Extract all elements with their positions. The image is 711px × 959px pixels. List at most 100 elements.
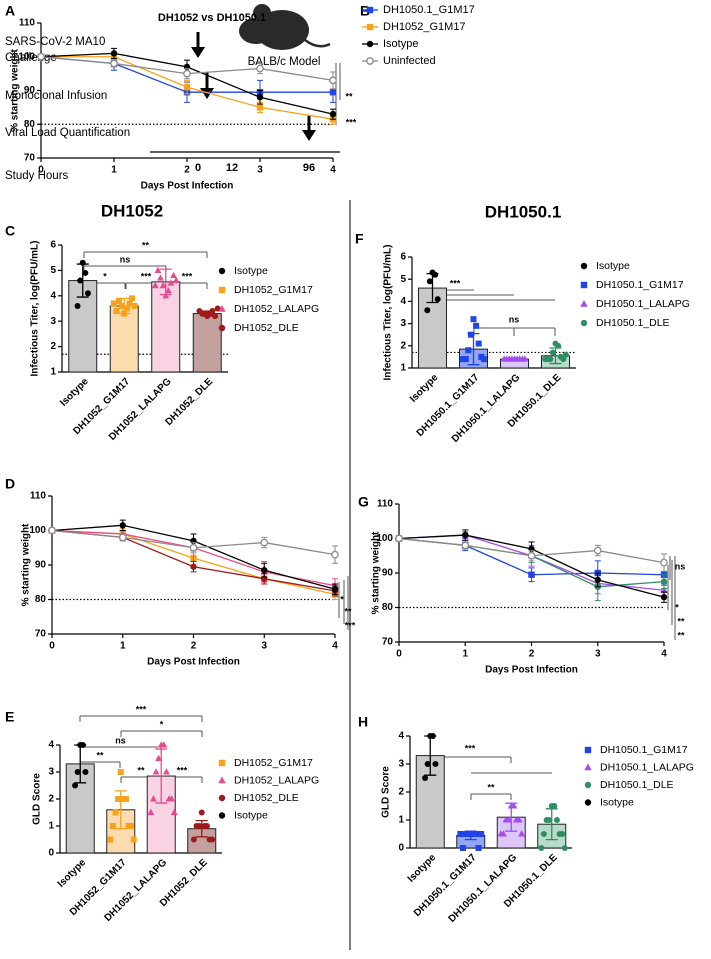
- panel-label: D: [5, 476, 15, 492]
- data-point: [203, 823, 210, 829]
- significance-label: ***: [465, 743, 476, 753]
- hour-label: 12: [226, 162, 238, 174]
- data-point: [154, 266, 162, 273]
- legend-label: DH1052_DLE: [234, 322, 299, 334]
- data-point: [462, 531, 469, 539]
- significance-label: **: [345, 91, 353, 101]
- legend-label: DH1052_LALAPG: [234, 303, 319, 315]
- data-point: [261, 566, 268, 574]
- data-point: [167, 279, 175, 286]
- error-bar: [118, 297, 131, 315]
- data-point: [475, 845, 482, 851]
- data-point: [130, 836, 137, 843]
- data-point: [122, 796, 129, 802]
- legend-marker: [218, 286, 226, 294]
- data-point: [82, 269, 89, 276]
- y-tick-label: 70: [382, 637, 394, 648]
- y-axis-label: % starting weight: [371, 531, 382, 614]
- y-tick-label: 2: [398, 787, 404, 798]
- data-point: [424, 761, 431, 767]
- y-tick-label: 5: [50, 265, 56, 276]
- data-point: [183, 83, 191, 91]
- data-point: [329, 110, 337, 118]
- data-point: [151, 281, 159, 289]
- data-point: [459, 845, 466, 851]
- legend-label: DH1050.1_G1M17: [600, 744, 688, 756]
- legend-marker: [218, 267, 226, 275]
- data-point: [77, 277, 84, 284]
- y-tick-label: 3: [48, 767, 54, 778]
- y-tick-label: 1: [48, 821, 54, 832]
- data-point: [159, 281, 167, 289]
- data-point: [470, 316, 477, 323]
- y-axis-label: % starting weight: [21, 523, 32, 606]
- data-point: [118, 302, 125, 309]
- legend-marker: [580, 319, 588, 327]
- significance-label: ***: [177, 765, 188, 775]
- legend-marker: [580, 262, 588, 270]
- data-point: [119, 522, 126, 529]
- data-point: [432, 761, 439, 767]
- data-point: [560, 356, 567, 363]
- hour-label: 96: [303, 162, 315, 174]
- data-point: [527, 551, 536, 560]
- significance-label: ns: [120, 254, 131, 264]
- legend-marker: [218, 759, 226, 767]
- data-point: [183, 69, 191, 78]
- data-point: [660, 586, 668, 593]
- data-point: [559, 831, 566, 837]
- data-point: [561, 845, 568, 851]
- y-tick-label: 0: [398, 843, 404, 854]
- significance-label: **: [487, 782, 495, 792]
- legend-marker: [584, 781, 592, 789]
- data-point: [555, 342, 562, 349]
- legend-marker: [218, 776, 226, 784]
- legend-label: Isotype: [234, 809, 268, 821]
- data-point: [116, 297, 123, 304]
- data-point: [112, 809, 119, 816]
- data-point: [472, 831, 479, 837]
- legend-marker: [366, 23, 374, 31]
- legend-label: Uninfected: [383, 55, 436, 67]
- x-tick-label: 2: [184, 165, 190, 176]
- data-point: [117, 769, 124, 775]
- data-point: [162, 292, 170, 299]
- y-tick-label: 110: [377, 499, 394, 510]
- data-point: [543, 817, 550, 823]
- significance-label: ***: [345, 620, 356, 630]
- data-point: [84, 290, 91, 297]
- data-point: [260, 538, 269, 547]
- data-point: [395, 534, 403, 543]
- data-point: [518, 830, 526, 837]
- data-point: [72, 782, 79, 789]
- data-point: [109, 823, 116, 829]
- y-tick-label: 100: [376, 533, 393, 544]
- legend-label: DH1050.1_LALAPG: [596, 298, 690, 310]
- data-point: [551, 803, 558, 809]
- error-bar: [464, 830, 477, 841]
- error-bar: [508, 357, 521, 361]
- significance-label: *: [160, 719, 164, 729]
- legend-marker: [366, 40, 374, 48]
- data-point: [460, 356, 467, 363]
- data-point: [256, 64, 264, 73]
- data-point: [331, 585, 339, 593]
- data-point: [331, 550, 339, 559]
- data-point: [107, 836, 114, 843]
- data-point: [562, 351, 569, 358]
- model-label: BALB/c Model: [248, 56, 321, 68]
- data-point: [155, 754, 163, 762]
- data-point: [157, 274, 164, 281]
- x-tick-label: 3: [261, 641, 267, 652]
- y-tick-label: 90: [24, 85, 36, 96]
- data-point: [465, 347, 472, 354]
- data-point: [189, 543, 198, 552]
- panel-label: F: [355, 231, 364, 247]
- data-point: [515, 816, 523, 823]
- significance-label: **: [137, 765, 145, 775]
- y-axis-label: Infectious Titer, log(PFU/mL): [383, 245, 394, 381]
- x-axis-label: Days Post Infection: [141, 181, 234, 192]
- data-point: [115, 796, 122, 802]
